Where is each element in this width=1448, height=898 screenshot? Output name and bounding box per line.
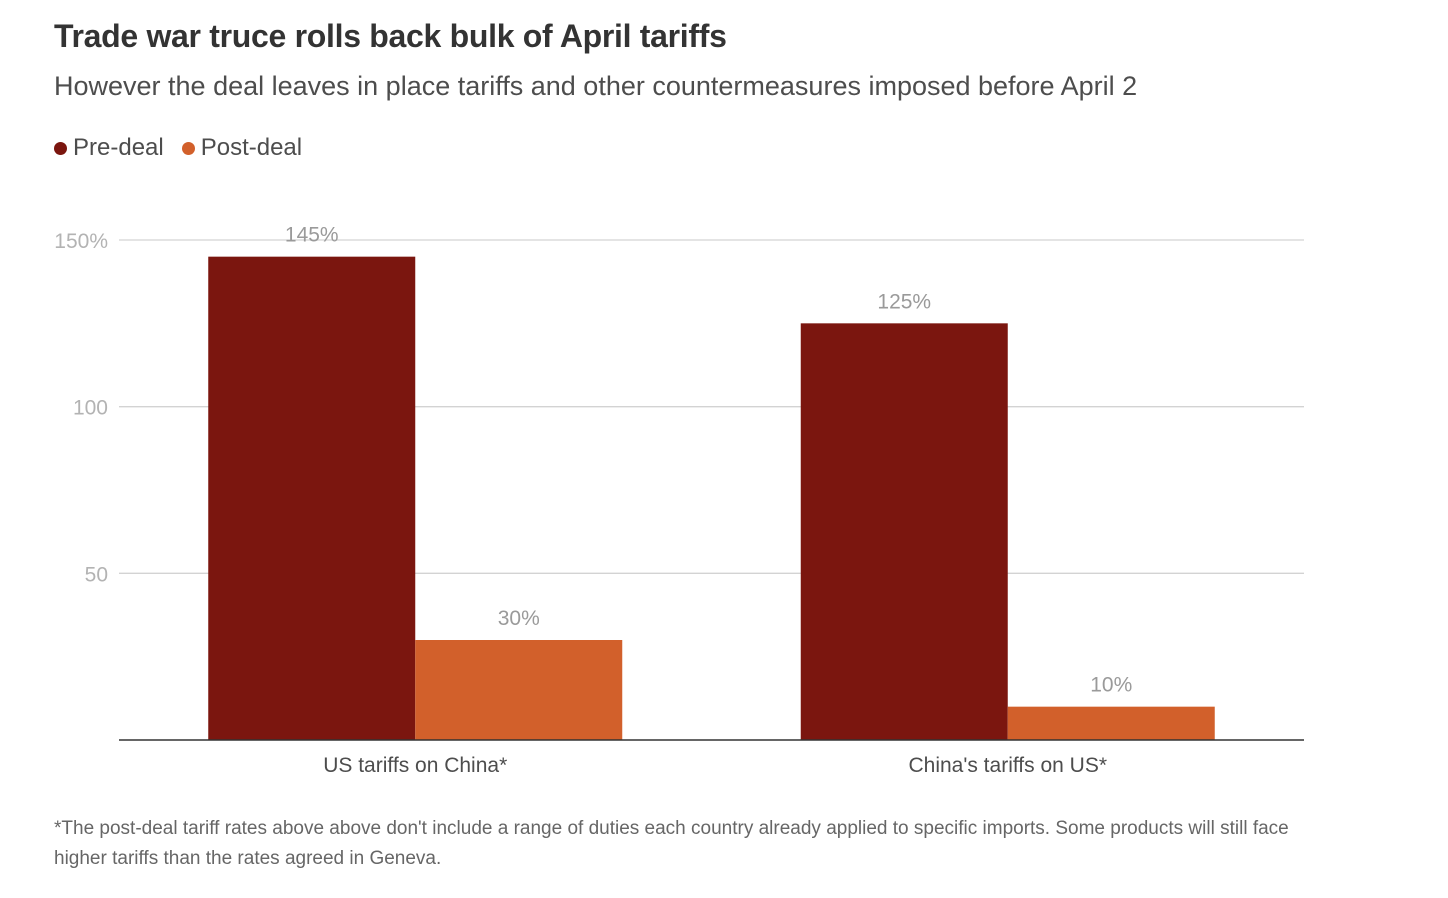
bar — [415, 640, 623, 740]
legend-dot-post-deal — [181, 141, 195, 155]
legend-item-pre-deal: Pre-deal — [54, 134, 164, 162]
y-tick-label: 50 — [85, 563, 108, 586]
chart-subtitle: However the deal leaves in place tariffs… — [54, 71, 1138, 101]
footnote: *The post-deal tariff rates above above … — [54, 818, 1289, 869]
y-tick-label: 100 — [73, 397, 108, 420]
data-label: 125% — [877, 290, 931, 313]
legend-item-post-deal: Post-deal — [181, 134, 303, 162]
y-tick-label: 150% — [54, 230, 108, 253]
data-label: 30% — [498, 607, 540, 630]
legend: Pre-deal Post-deal — [54, 134, 320, 162]
chart-title: Trade war truce rolls back bulk of April… — [54, 18, 727, 54]
x-tick-label: China's tariffs on US* — [908, 754, 1107, 777]
legend-label-post-deal: Post-deal — [200, 134, 303, 161]
data-label: 145% — [285, 224, 339, 247]
bar-chart: 50 100 150% 145% 30% US tariffs on China* 125%… — [54, 224, 1304, 777]
bar — [1007, 706, 1215, 740]
bar — [800, 323, 1008, 740]
legend-dot-pre-deal — [54, 141, 67, 155]
x-tick-label: US tariffs on China* — [323, 754, 507, 777]
bar — [208, 256, 416, 740]
legend-label-pre-deal: Pre-deal — [73, 134, 164, 161]
data-label: 10% — [1090, 674, 1132, 697]
